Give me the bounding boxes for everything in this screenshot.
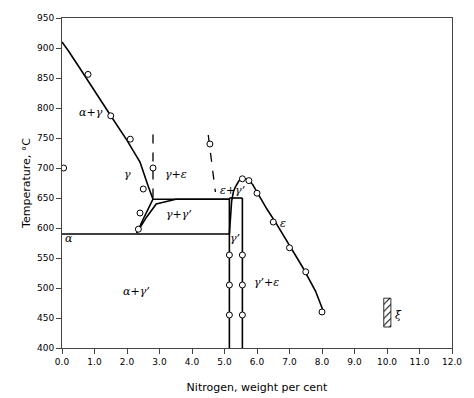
svg-text:850: 850 [37,73,54,83]
svg-text:γ’+ε: γ’+ε [254,276,279,289]
svg-text:α+γ: α+γ [79,106,103,119]
svg-text:800: 800 [37,103,54,113]
svg-text:1.0: 1.0 [87,357,102,367]
svg-text:10.0: 10.0 [377,357,397,367]
svg-text:700: 700 [37,163,54,173]
svg-text:8.0: 8.0 [315,357,330,367]
svg-text:11.0: 11.0 [409,357,429,367]
svg-text:γ: γ [124,168,131,181]
svg-text:α: α [65,232,73,245]
svg-text:950: 950 [37,13,54,23]
svg-text:3.0: 3.0 [152,357,167,367]
svg-text:500: 500 [37,283,54,293]
svg-text:7.0: 7.0 [282,357,297,367]
svg-text:550: 550 [37,253,54,263]
svg-text:α+γ’: α+γ’ [123,285,150,298]
svg-text:600: 600 [37,223,54,233]
svg-text:650: 650 [37,193,54,203]
svg-text:400: 400 [37,343,54,353]
svg-text:ξ: ξ [395,309,402,322]
svg-text:2.0: 2.0 [120,357,135,367]
svg-text:450: 450 [37,313,54,323]
svg-text:5.0: 5.0 [217,357,232,367]
svg-text:9.0: 9.0 [347,357,362,367]
svg-text:750: 750 [37,133,54,143]
svg-text:Temperature, °C: Temperature, °C [20,138,33,229]
svg-text:γ’: γ’ [230,232,240,245]
svg-text:γ+ε: γ+ε [165,168,187,181]
svg-text:ε: ε [280,217,286,230]
svg-text:900: 900 [37,43,54,53]
svg-text:12.0: 12.0 [442,357,462,367]
svg-text:6.0: 6.0 [250,357,265,367]
svg-text:Nitrogen, weight per cent: Nitrogen, weight per cent [187,381,328,394]
svg-text:ε+γ’: ε+γ’ [220,184,245,197]
svg-text:γ+γ’: γ+γ’ [166,208,192,221]
svg-text:4.0: 4.0 [185,357,200,367]
svg-text:0.0: 0.0 [55,357,70,367]
